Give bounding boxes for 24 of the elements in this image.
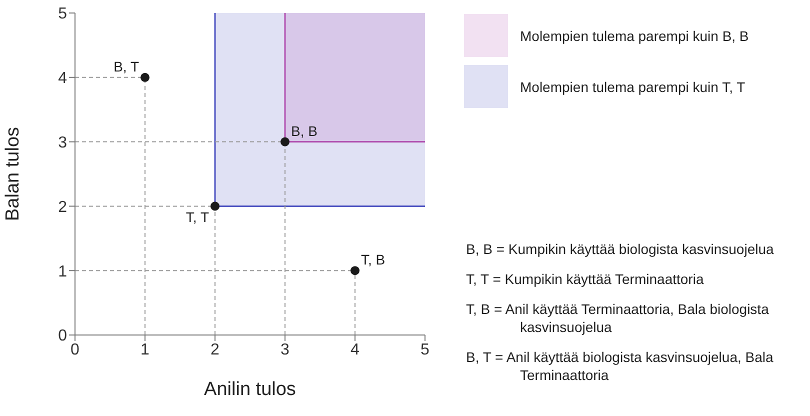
- x-tick-label: 0: [70, 341, 80, 358]
- x-axis-title: Anilin tulos: [204, 379, 296, 400]
- y-tick-label: 4: [58, 70, 68, 88]
- x-tick-label: 3: [280, 341, 290, 358]
- text: B, B = Kumpikin käyttää biologista kasvinsuojelua: [466, 240, 775, 258]
- annotation: B, B: [291, 122, 318, 139]
- x-tick-label: 2: [210, 341, 220, 358]
- y-tick-label: 3: [58, 134, 68, 152]
- x-tick-label: 5: [420, 341, 430, 358]
- y-tick-label: 1: [58, 263, 68, 280]
- annotation: T, B: [361, 252, 386, 268]
- text: B, T = Anil käyttää biologista kasvinsuojelua, Bala Terminaattoria: [466, 348, 774, 384]
- text: Molempien tulema parempi kuin B, B: [520, 28, 749, 44]
- y-tick-label: 0: [58, 328, 68, 345]
- text: Molempien tulema parempi kuin T, T: [520, 78, 746, 94]
- annotation: T, T: [186, 209, 210, 226]
- text: T, B = Anil käyttää Terminaattoria, Bala biologista kasvinsuojelua: [466, 300, 770, 336]
- y-tick-label: 2: [58, 198, 68, 216]
- x-tick-label: 4: [350, 341, 360, 358]
- text: T, T = Kumpikin käyttää Terminaattoria: [466, 270, 705, 288]
- y-tick-label: 5: [58, 6, 68, 23]
- x-tick-label: 1: [140, 341, 150, 358]
- annotation: B, T: [114, 58, 140, 74]
- y-axis-title: Balan tulos: [2, 126, 24, 222]
